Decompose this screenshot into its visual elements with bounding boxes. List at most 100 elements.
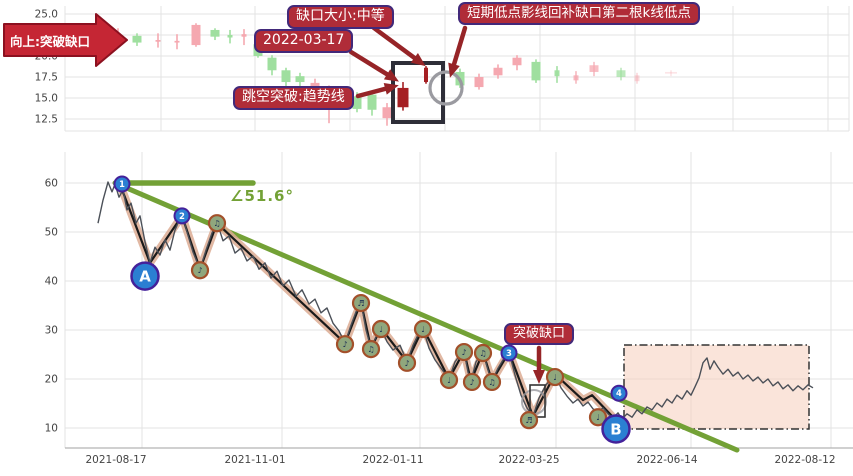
note-marker: [454, 342, 474, 362]
candle-body: [634, 75, 640, 82]
annotation-arrowhead: [448, 62, 460, 78]
annotation-arrowhead: [383, 82, 399, 95]
note-marker: [397, 353, 417, 372]
candle-body: [227, 35, 233, 38]
note-marker-glyph: ♩: [447, 376, 451, 385]
candle-body: [132, 35, 142, 43]
note-marker: [588, 408, 608, 427]
y-axis-tick-top: 17.5: [35, 72, 58, 84]
pivot-marker-4: [610, 384, 628, 402]
candle-body: [191, 24, 201, 46]
pivot-marker-label: 2: [179, 212, 185, 222]
note-marker: [335, 335, 355, 354]
y-axis-tick-top: 25.0: [35, 9, 58, 21]
annotation-arrow: [348, 49, 391, 78]
gap-direction-banner: [3, 13, 128, 67]
note-marker: [413, 319, 433, 339]
annotation-arrow: [355, 86, 389, 99]
candle-body: [281, 70, 291, 83]
candle-body: [367, 94, 377, 110]
gap-fill-circle: [428, 70, 464, 106]
candle-body: [665, 71, 677, 74]
note-marker-glyph: ♪: [469, 378, 474, 387]
candle-body: [210, 29, 220, 37]
gap-direction-banner-label: 向上:突破缺口: [10, 33, 90, 49]
gap-type-callout: 跳空突破:趋势线: [233, 86, 354, 110]
note-marker: [519, 411, 539, 430]
candle-body: [589, 65, 599, 72]
pivot-marker-3: [500, 344, 518, 362]
pivot-marker-label: 1: [119, 180, 125, 190]
annotation-arrow: [451, 25, 468, 68]
note-marker: [371, 319, 391, 339]
y-axis-tick-bottom: 10: [45, 423, 58, 435]
note-marker: [545, 367, 565, 387]
x-axis-tick: 2022-08-12: [774, 454, 835, 466]
note-marker-glyph: ♫: [367, 345, 374, 354]
annotation-arrowhead: [410, 53, 426, 67]
annotation-arrowhead: [533, 370, 545, 384]
y-axis-tick-bottom: 30: [45, 325, 58, 337]
candle-body: [474, 77, 484, 88]
candle-body: [554, 70, 560, 77]
x-axis-tick: 2021-11-01: [224, 454, 285, 466]
gap-size-callout: 缺口大小:中等: [287, 5, 394, 29]
candle-body: [531, 61, 541, 81]
y-axis-tick-top: 15.0: [35, 93, 58, 105]
candle-body: [493, 67, 503, 76]
candle-body: [573, 75, 579, 81]
note-marker: [207, 214, 227, 233]
candle-body: [512, 57, 522, 66]
candle-body: [424, 67, 428, 83]
note-marker-glyph: ♩: [421, 325, 425, 334]
candle-body: [241, 34, 247, 37]
x-axis-tick: 2021-08-17: [85, 454, 146, 466]
note-marker: [351, 293, 371, 313]
note-marker-glyph: ♪: [461, 348, 466, 357]
note-marker: [439, 370, 459, 390]
note-marker: [482, 372, 502, 392]
note-marker: [361, 340, 381, 359]
candle-body: [352, 96, 362, 109]
candle-body: [174, 40, 180, 43]
breakout-gap-callout: 突破缺口: [504, 323, 575, 346]
x-axis-tick: 2022-06-14: [636, 454, 697, 466]
note-marker: [462, 372, 482, 392]
pivot-marker-A: [130, 261, 160, 291]
candle-body: [397, 87, 409, 108]
note-marker-glyph: ♫: [213, 219, 220, 228]
note-marker: [190, 261, 210, 280]
note-marker-glyph: ♪: [342, 340, 347, 349]
y-axis-tick-top: 12.5: [35, 114, 58, 126]
pivot-marker-label: 3: [506, 349, 512, 359]
pivot-marker-1: [113, 175, 131, 193]
candle-body: [155, 40, 161, 42]
note-marker: [473, 343, 493, 363]
pivot-marker-2: [173, 207, 191, 225]
pivot-marker-label: B: [610, 420, 621, 438]
note-marker-glyph: ♩: [596, 413, 600, 422]
y-axis-tick-bottom: 50: [45, 227, 58, 239]
y-axis-tick-bottom: 60: [45, 178, 58, 190]
short-term-note-callout: 短期低点影线回补缺口第二根k线低点: [458, 2, 700, 25]
note-marker-glyph: ♬: [357, 299, 364, 308]
note-marker-glyph: ♪: [404, 359, 409, 368]
candle-body: [616, 70, 626, 77]
note-marker-glyph: ♬: [525, 416, 532, 425]
y-axis-tick-bottom: 40: [45, 276, 58, 288]
note-marker-glyph: ♪: [197, 266, 202, 275]
annotation-arrow: [371, 25, 418, 61]
note-marker-glyph: ♩: [553, 373, 557, 382]
x-axis-tick: 2022-03-25: [498, 454, 559, 466]
y-axis-tick-bottom: 20: [45, 374, 58, 386]
pivot-marker-label: 4: [616, 389, 622, 399]
note-marker-glyph: ♫: [488, 378, 495, 387]
note-marker-glyph: ♩: [379, 325, 383, 334]
candle-body: [267, 57, 277, 71]
pivot-marker-B: [601, 414, 631, 444]
annotation-arrowhead: [383, 69, 399, 82]
x-axis-tick: 2022-01-11: [362, 454, 423, 466]
gap-date-callout: 2022-03-17: [254, 29, 354, 53]
